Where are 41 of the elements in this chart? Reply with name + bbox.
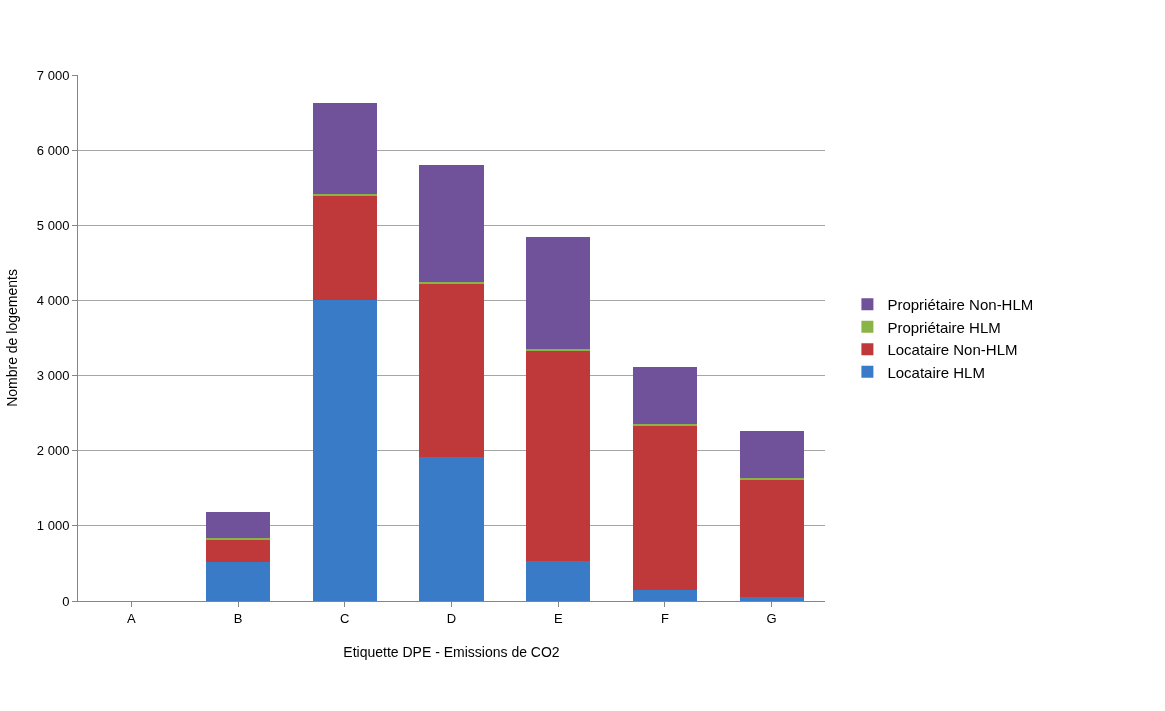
x-axis-title: Etiquette DPE - Emissions de CO2 [343, 643, 560, 660]
bar [632, 425, 697, 590]
bar [739, 477, 804, 480]
bar [632, 589, 697, 601]
y-tick-label: 6 000 [36, 142, 70, 158]
bar [206, 561, 271, 601]
bar [419, 283, 484, 458]
x-tick-label: E [553, 610, 563, 626]
y-tick-label: 4 000 [36, 292, 70, 308]
bar [206, 539, 271, 562]
bar [526, 561, 591, 601]
legend-label: Propriétaire Non-HLM [887, 296, 1034, 314]
bar [526, 236, 591, 350]
bar [206, 512, 271, 538]
x-tick-label: F [660, 610, 669, 626]
y-tick-label: 0 [62, 593, 70, 609]
x-tick-label: D [446, 610, 457, 626]
x-tick-label: A [127, 610, 137, 626]
y-tick-label: 2 000 [36, 443, 70, 459]
bar [739, 479, 804, 598]
y-tick-label: 3 000 [36, 368, 70, 384]
y-tick-label: 1 000 [36, 518, 70, 534]
bar [419, 457, 484, 601]
legend-label: Propriétaire HLM [887, 318, 1001, 336]
bar [312, 102, 377, 195]
x-tick-label: C [340, 610, 350, 626]
bar [632, 366, 697, 424]
bar [312, 300, 377, 601]
x-tick-label: B [233, 610, 243, 626]
bar [739, 431, 804, 478]
bar [526, 350, 591, 562]
y-tick-label: 5 000 [36, 217, 70, 233]
legend-label: Locataire Non-HLM [887, 341, 1018, 359]
y-axis-title: Nombre de logements [4, 269, 21, 407]
y-tick-label: 7 000 [36, 67, 70, 83]
bar [419, 165, 484, 283]
bar [312, 195, 377, 301]
x-tick-label: G [766, 610, 777, 626]
legend-label: Locataire HLM [887, 363, 985, 381]
bar [739, 597, 804, 601]
bar [206, 537, 271, 540]
